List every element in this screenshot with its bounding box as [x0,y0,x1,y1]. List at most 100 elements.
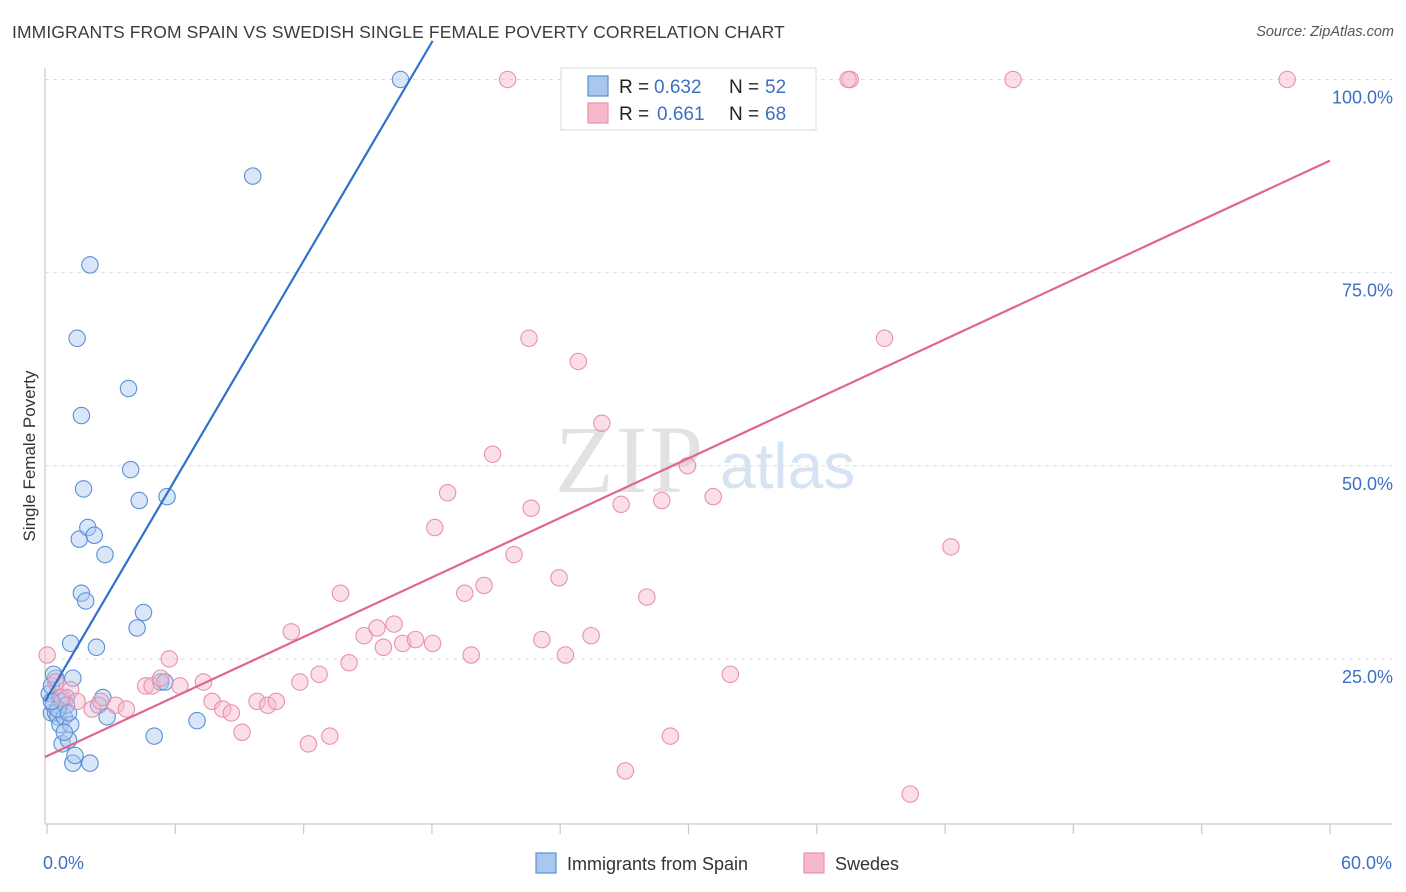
chart-title: IMMIGRANTS FROM SPAIN VS SWEDISH SINGLE … [12,22,785,42]
point-swedes [593,414,611,433]
point-swedes [423,634,442,653]
gridlines [45,79,1392,660]
chart-source: Source: ZipAtlas.com [1256,24,1394,40]
point-swedes [321,727,339,745]
point-swedes [462,646,480,664]
point-immigrants-from-spain [81,754,99,772]
x-tick-marks [46,824,1331,834]
legend-swatch-immigrants-from-spain [535,852,557,874]
point-swedes [267,692,286,711]
point-swedes [258,696,277,714]
legend-label-swedes: Swedes [835,854,899,874]
point-swedes [151,669,170,687]
point-swedes [194,673,213,691]
point-immigrants-from-spain [68,329,86,348]
point-swedes [282,623,301,641]
point-swedes [248,692,266,711]
y-tick-labels: 25.0% 50.0% 75.0% 100.0% [1332,88,1393,687]
point-swedes [160,650,178,668]
point-swedes [233,723,251,742]
point-swedes [721,665,740,684]
legend-label-immigrants-from-spain: Immigrants from Spain [567,854,748,874]
point-swedes [475,576,493,595]
x-tick-label-max: 60.0% [1341,853,1392,873]
stats-r-label-2: R = [619,104,649,125]
point-swedes [901,785,919,803]
axes [44,68,1392,834]
stats-r-value-2: 0.661 [657,104,705,125]
point-immigrants-from-spain [128,619,146,637]
point-swedes [505,545,523,564]
point-swedes [520,329,538,348]
point-swedes [299,735,318,753]
point-immigrants-from-spain [76,592,95,610]
stats-n-label-2: N = [729,104,759,125]
series-immigrants-from-spain-points [40,70,410,772]
point-immigrants-from-spain [134,603,153,622]
point-swedes [406,630,425,649]
trend-line-immigrants-from-spain [44,40,434,702]
trend-lines [44,40,1331,758]
point-swedes [704,487,722,506]
stats-legend-swatch-blue [587,75,609,97]
stats-legend-swatch-pink [587,102,609,124]
point-swedes [839,70,857,89]
stats-r-label-1: R = [619,77,649,98]
point-swedes [582,626,600,645]
point-swedes [340,653,358,672]
point-swedes [612,495,630,514]
point-swedes [661,727,680,745]
point-swedes [68,692,86,711]
point-swedes [355,626,373,645]
point-swedes [942,538,960,556]
point-swedes [291,673,309,691]
point-swedes [106,696,125,714]
point-swedes [556,646,575,664]
point-swedes [426,518,444,537]
point-swedes [569,352,588,371]
point-swedes [222,704,241,722]
point-swedes [368,619,386,637]
legend-swatch-swedes [803,852,825,874]
watermark-zip: ZIP [555,406,705,513]
stats-n-value-1: 52 [765,77,786,98]
trend-line-swedes [44,159,1331,758]
point-immigrants-from-spain [87,638,106,657]
point-swedes [498,70,517,89]
point-swedes [136,677,155,695]
point-swedes [638,588,656,606]
point-swedes [1004,70,1022,89]
point-swedes [1278,70,1296,89]
point-immigrants-from-spain [72,406,91,425]
point-immigrants-from-spain [130,491,148,510]
point-swedes [483,445,502,463]
point-immigrants-from-spain [81,256,99,274]
point-immigrants-from-spain [121,460,140,479]
point-swedes [38,646,56,664]
point-swedes [875,329,894,348]
y-axis-title: Single Female Poverty [20,370,39,542]
point-swedes [393,634,412,653]
point-swedes [653,491,671,510]
point-swedes [91,692,110,711]
point-immigrants-from-spain [243,167,262,185]
point-swedes [374,638,393,657]
y-tick-label-25: 25.0% [1342,667,1393,687]
point-immigrants-from-spain [145,727,163,745]
point-immigrants-from-spain [66,746,84,765]
point-swedes [117,700,136,718]
point-swedes [331,584,350,602]
point-swedes [533,630,551,649]
y-tick-label-75: 75.0% [1342,281,1393,301]
stats-n-value-2: 68 [765,104,786,125]
y-tick-label-100: 100.0% [1332,88,1393,108]
series-legend: Immigrants from Spain Swedes [535,852,899,874]
point-swedes [456,584,474,602]
point-swedes [616,762,635,780]
stats-n-label-1: N = [729,77,759,98]
point-immigrants-from-spain [85,526,104,545]
stats-legend: R = 0.632 N = 52 R = 0.661 N = 68 [560,67,817,131]
x-tick-label-min: 0.0% [43,853,84,873]
